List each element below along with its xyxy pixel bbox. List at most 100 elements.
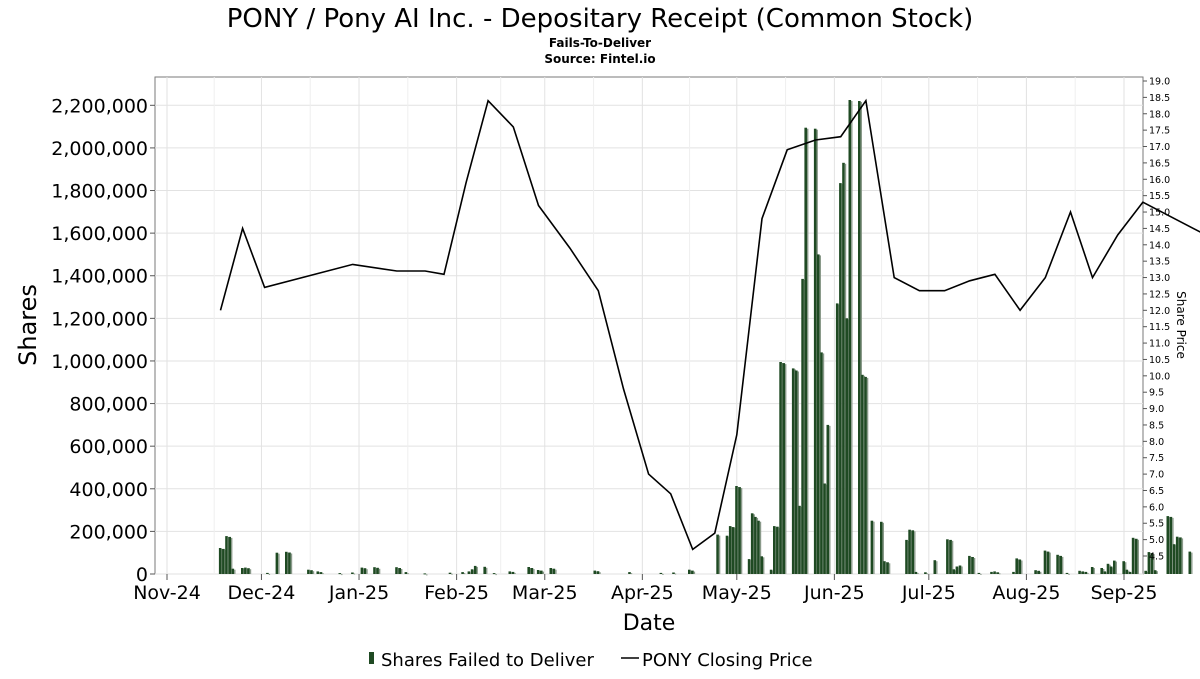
- y2-tick-label: 10.0: [1149, 371, 1170, 382]
- ftd-bar: [905, 540, 908, 574]
- ftd-bar: [672, 573, 675, 575]
- x-tick-label: Nov-24: [133, 582, 201, 604]
- ftd-bar-side: [927, 573, 928, 574]
- ftd-bar-side: [401, 569, 402, 574]
- ftd-bar: [990, 572, 993, 574]
- ftd-bar: [952, 569, 955, 574]
- ftd-bar: [1059, 556, 1062, 574]
- ftd-bar-side: [464, 573, 465, 574]
- y2-tick-label: 12.5: [1149, 289, 1170, 300]
- y-tick-label: 1,000,000: [51, 351, 148, 373]
- ftd-bar: [461, 572, 464, 574]
- ftd-bar-side: [366, 569, 367, 574]
- ftd-bar-side: [694, 572, 695, 574]
- y2-tick-label: 13.0: [1149, 273, 1170, 284]
- y-tick-label: 400,000: [69, 479, 148, 501]
- ftd-bar: [540, 571, 543, 574]
- ftd-bar: [474, 566, 477, 574]
- ftd-bar: [1129, 572, 1132, 574]
- ftd-bar: [748, 559, 751, 574]
- ftd-bar: [1047, 552, 1050, 574]
- x-tick-label: Mar-25: [512, 582, 578, 604]
- y-axis-left: 0200,000400,000600,000800,0001,000,0001,…: [51, 95, 155, 586]
- ftd-bar: [1110, 567, 1113, 575]
- ftd-bar: [1082, 571, 1085, 574]
- ftd-bar: [912, 530, 915, 574]
- ftd-bar: [247, 568, 250, 574]
- ftd-bar: [219, 548, 222, 574]
- y-tick-label: 2,200,000: [51, 95, 148, 117]
- ftd-bar-side: [829, 426, 830, 574]
- ftd-bar-side: [322, 573, 323, 574]
- ftd-bar: [232, 569, 235, 574]
- ftd-bar: [317, 571, 320, 574]
- ftd-bar: [512, 572, 515, 574]
- ftd-bar-side: [785, 364, 786, 574]
- ftd-bar-side: [741, 488, 742, 574]
- x-tick-label: Jan-25: [328, 582, 389, 604]
- ftd-bar: [798, 506, 801, 574]
- y-tick-label: 1,600,000: [51, 223, 148, 245]
- ftd-bar: [691, 571, 694, 574]
- ftd-bar-side: [719, 536, 720, 574]
- ftd-bar-side: [807, 129, 808, 574]
- ftd-bar-side: [917, 573, 918, 574]
- ftd-bar: [823, 484, 826, 575]
- ftd-bar: [364, 568, 367, 574]
- ftd-bar: [222, 549, 225, 574]
- ftd-bar: [310, 570, 313, 574]
- ftd-bar: [1144, 571, 1147, 574]
- ftd-bar-side: [914, 531, 915, 574]
- ftd-bar-side: [1138, 540, 1139, 574]
- y2-tick-label: 7.5: [1149, 453, 1164, 464]
- ftd-bar: [1176, 537, 1179, 574]
- ftd-bar: [1167, 516, 1170, 574]
- y-tick-label: 600,000: [69, 436, 148, 458]
- ftd-bar: [1126, 570, 1129, 574]
- ftd-bar-side: [867, 378, 868, 574]
- ftd-bar: [738, 487, 741, 574]
- ftd-bar: [836, 303, 839, 574]
- ftd-bar: [827, 425, 830, 574]
- ftd-bar: [817, 254, 820, 574]
- ftd-bar: [735, 486, 738, 574]
- ftd-bar: [1056, 555, 1059, 574]
- ftd-bar-side: [974, 558, 975, 574]
- ftd-bar-side: [631, 573, 632, 574]
- ftd-bar: [782, 363, 785, 574]
- ftd-bar-side: [936, 561, 937, 574]
- ftd-bar: [773, 526, 776, 574]
- ftd-bar: [1135, 539, 1138, 574]
- ftd-bar: [754, 517, 757, 574]
- ftd-bar: [550, 568, 553, 574]
- ftd-bar-side: [873, 522, 874, 574]
- chart-subtitle-line-2: Source: Fintel.io: [544, 52, 655, 66]
- ftd-bar-side: [354, 574, 355, 575]
- x-tick-label: Dec-24: [228, 582, 296, 604]
- ftd-bar: [1170, 517, 1173, 574]
- ftd-bar: [864, 377, 867, 574]
- ftd-bar: [244, 568, 247, 574]
- ftd-bar: [915, 572, 918, 574]
- ftd-bar: [968, 556, 971, 574]
- ftd-bar: [225, 536, 228, 574]
- ftd-bar-side: [1094, 568, 1095, 574]
- ftd-bar: [839, 183, 842, 574]
- ftd-bar: [405, 572, 408, 574]
- ftd-bar: [1132, 538, 1135, 574]
- ftd-bar-side: [1116, 562, 1117, 574]
- ftd-bar: [527, 567, 530, 574]
- y2-tick-label: 5.0: [1149, 535, 1164, 546]
- ftd-bar-side: [250, 569, 251, 574]
- ftd-bar-side: [980, 574, 981, 575]
- y2-tick-label: 16.5: [1149, 158, 1170, 169]
- ftd-bar-side: [851, 101, 852, 574]
- ftd-bar: [779, 362, 782, 574]
- ftd-bar: [760, 556, 763, 574]
- ftd-bar-side: [291, 554, 292, 575]
- ftd-bar-side: [1157, 571, 1158, 574]
- ftd-bar: [285, 552, 288, 574]
- legend-line-label: PONY Closing Price: [642, 650, 813, 671]
- y2-axis-label: Share Price: [1174, 291, 1188, 359]
- y-tick-label: 1,200,000: [51, 308, 148, 330]
